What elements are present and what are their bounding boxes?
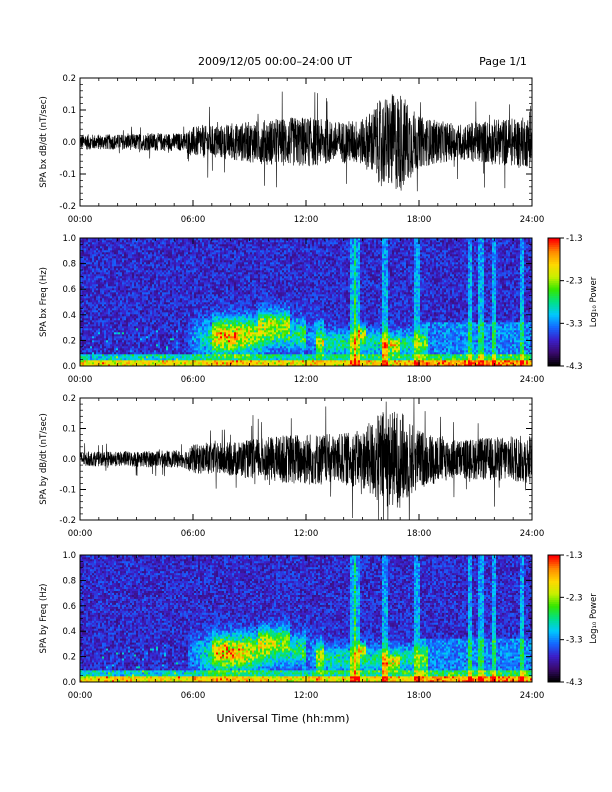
y-axis-label: SPA by Freq (Hz) xyxy=(39,583,49,653)
x-tick-label: 00:00 xyxy=(68,375,93,385)
colorbar-tick-label: -3.3 xyxy=(566,319,583,329)
y-tick-label: 0.4 xyxy=(62,627,76,637)
x-tick-label: 12:00 xyxy=(294,529,319,539)
y-tick-label: 0.2 xyxy=(62,653,76,663)
x-tick-label: 06:00 xyxy=(181,215,206,225)
by-spectrogram-panel: 00:00 06:00 12:00 18:00 24:00 1.0 0.8 0.6 0.4 0.2… xyxy=(39,551,544,701)
x-tick-label: 18:00 xyxy=(407,375,432,385)
x-tick-label: 12:00 xyxy=(294,375,319,385)
y-tick-label: 0.8 xyxy=(62,260,76,270)
bx-colorbar: -1.3 -2.3 -3.3 -4.3 Log₁₀ Power xyxy=(548,234,599,372)
x-tick-label: 24:00 xyxy=(520,691,545,701)
y-tick-label: 0.0 xyxy=(62,138,76,148)
y-tick-label: 0.2 xyxy=(62,74,76,84)
x-tick-label: 24:00 xyxy=(520,375,545,385)
by-colorbar: -1.3 -2.3 -3.3 -4.3 Log₁₀ Power xyxy=(548,551,599,688)
x-tick-label: 06:00 xyxy=(181,529,206,539)
colorbar-label: Log₁₀ Power xyxy=(589,276,599,327)
x-tick-label: 18:00 xyxy=(407,215,432,225)
x-tick-label: 18:00 xyxy=(407,691,432,701)
y-tick-label: 1.0 xyxy=(62,551,76,561)
x-tick-label: 06:00 xyxy=(181,375,206,385)
x-tick-label: 00:00 xyxy=(68,691,93,701)
y-tick-label: 0.1 xyxy=(62,425,76,435)
x-tick-label: 24:00 xyxy=(520,215,545,225)
colorbar-label: Log₁₀ Power xyxy=(589,593,599,644)
y-tick-label: 0.6 xyxy=(62,285,76,295)
spectrogram-cells xyxy=(80,555,532,682)
x-axis-label: Universal Time (hh:mm) xyxy=(217,712,350,725)
x-tick-label: 06:00 xyxy=(181,691,206,701)
y-axis-label: SPA bx dB/dt (nT/sec) xyxy=(39,96,49,188)
y-tick-label: -0.2 xyxy=(59,202,76,212)
y-axis-label: SPA bx Freq (Hz) xyxy=(39,267,49,337)
waveform-trace xyxy=(80,92,532,192)
colorbar-tick-label: -4.3 xyxy=(566,362,583,372)
y-tick-label: -0.1 xyxy=(59,486,76,496)
x-tick-label: 00:00 xyxy=(68,215,93,225)
y-tick-label: 0.1 xyxy=(62,106,76,116)
y-tick-label: 1.0 xyxy=(62,234,76,244)
y-tick-label: 0.2 xyxy=(62,336,76,346)
colorbar-tick-label: -1.3 xyxy=(566,551,583,561)
y-tick-label: 0.4 xyxy=(62,311,76,321)
x-tick-label: 24:00 xyxy=(520,529,545,539)
colorbar-tick-label: -2.3 xyxy=(566,593,583,603)
x-tick-label: 12:00 xyxy=(294,215,319,225)
y-axis-label: SPA by dB/dt (nT/sec) xyxy=(39,413,49,505)
y-tick-label: -0.2 xyxy=(59,516,76,526)
colorbar-tick-label: -4.3 xyxy=(566,678,583,688)
y-tick-label: 0.0 xyxy=(62,362,76,372)
figure-title: 2009/12/05 00:00–24:00 UT xyxy=(198,55,352,68)
x-tick-label: 18:00 xyxy=(407,529,432,539)
y-tick-label: -0.1 xyxy=(59,170,76,180)
x-tick-label: 12:00 xyxy=(294,691,319,701)
spectrogram-cells xyxy=(80,238,532,366)
bx-waveform-panel: 00:00 06:00 12:00 18:00 24:00 0.2 0.1 0.0 -0.1 -0… xyxy=(39,74,544,225)
x-tick-label: 00:00 xyxy=(68,529,93,539)
y-tick-label: 0.0 xyxy=(62,455,76,465)
bx-spectrogram-panel: 00:00 06:00 12:00 18:00 24:00 1.0 0.8 0.6 0.4 0.2… xyxy=(39,234,544,385)
colorbar-tick-label: -2.3 xyxy=(566,277,583,287)
y-tick-label: 0.2 xyxy=(62,394,76,404)
page-indicator: Page 1/1 xyxy=(479,55,527,68)
colorbar-tick-label: -3.3 xyxy=(566,636,583,646)
by-waveform-panel: 00:00 06:00 12:00 18:00 24:00 0.2 0.1 0.0 -0.1 -0… xyxy=(39,394,544,561)
y-tick-label: 0.0 xyxy=(62,678,76,688)
y-tick-label: 0.6 xyxy=(62,602,76,612)
colorbar-tick-label: -1.3 xyxy=(566,234,583,244)
y-tick-label: 0.8 xyxy=(62,576,76,586)
